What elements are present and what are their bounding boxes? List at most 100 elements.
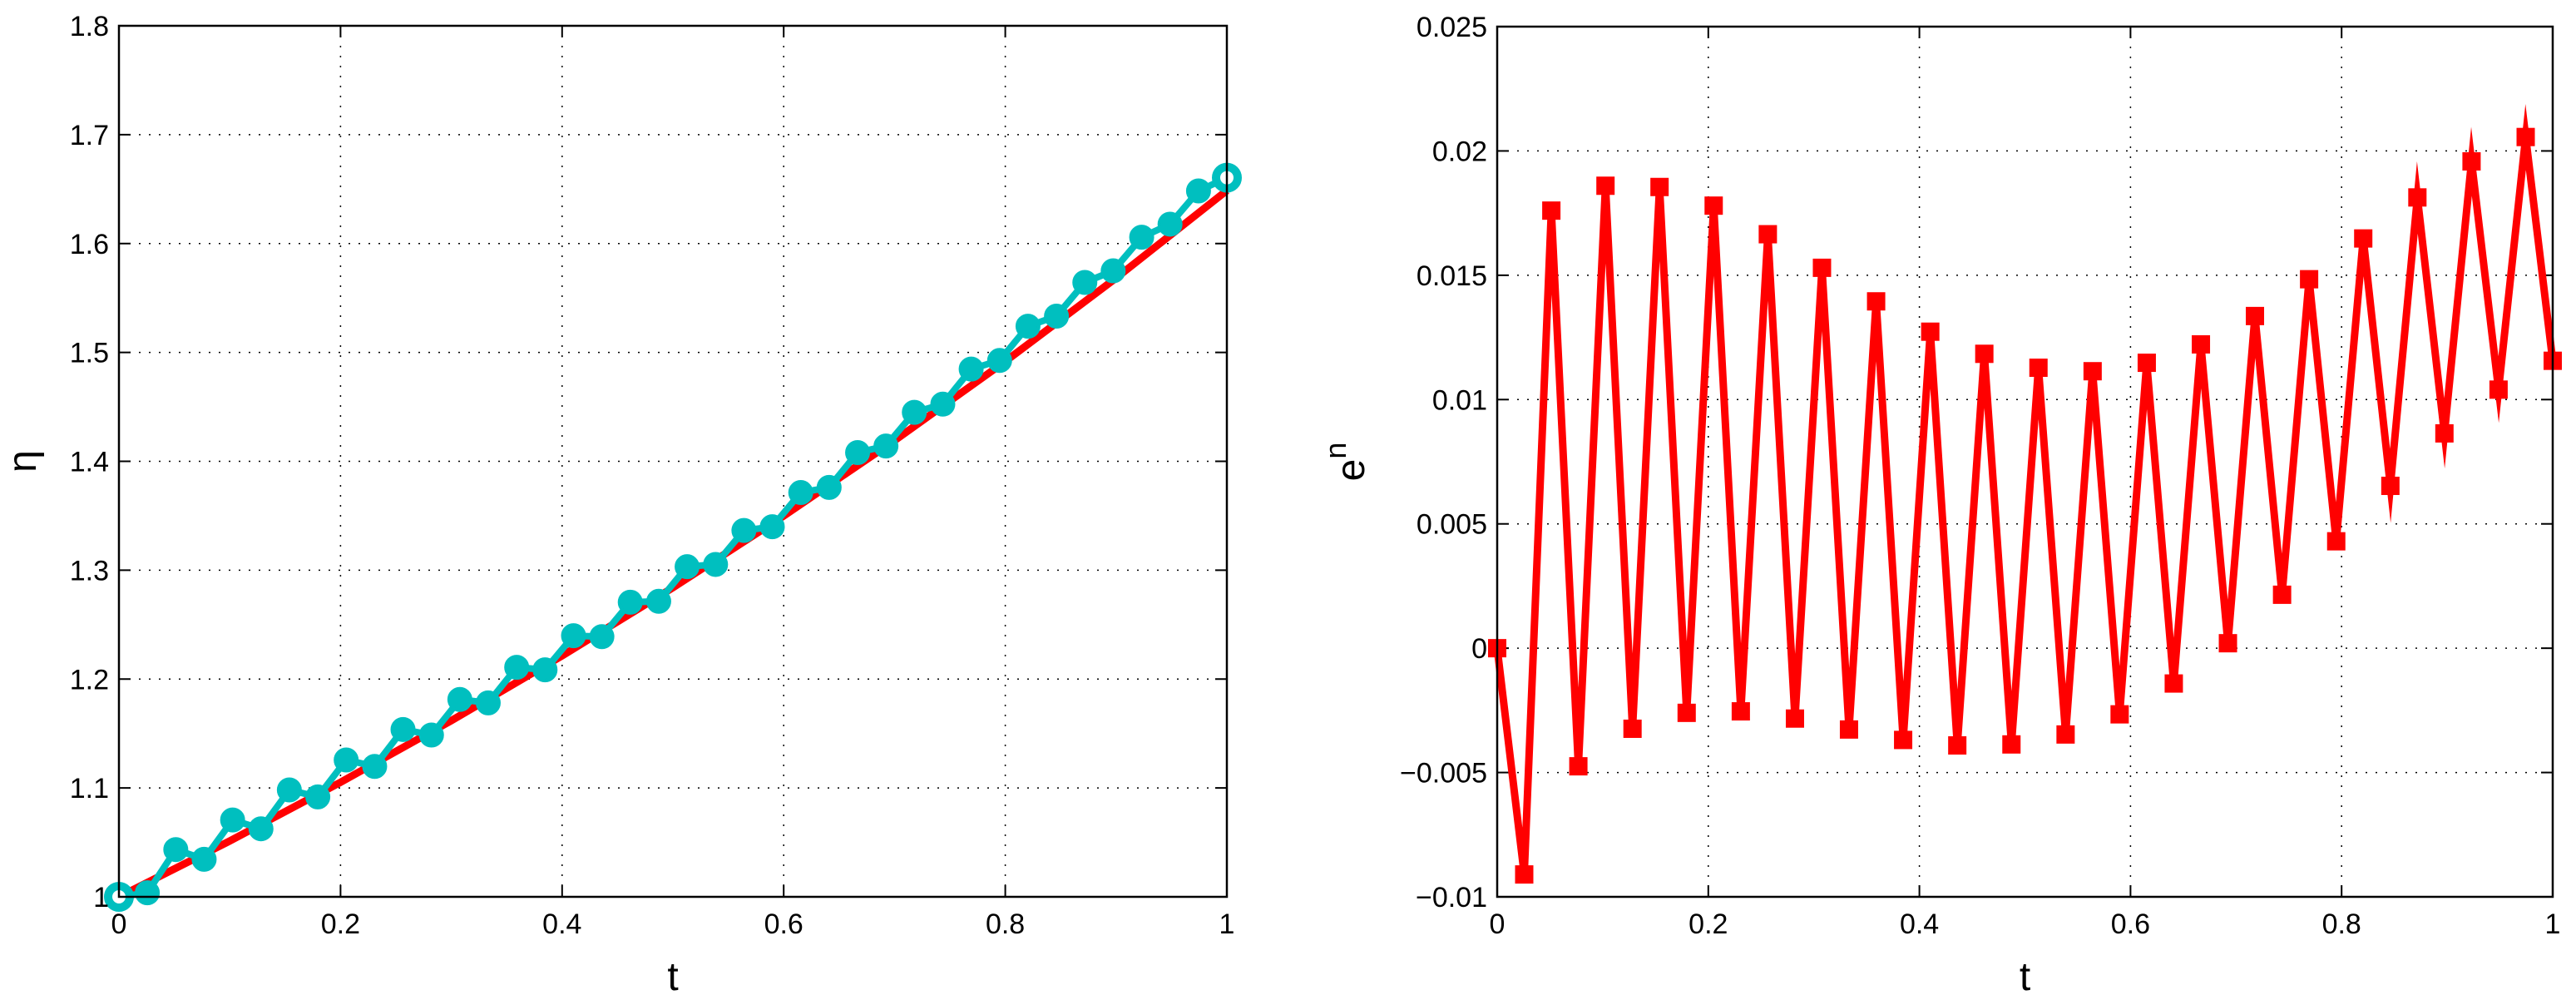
y-tick-label: 1.2 — [70, 664, 109, 696]
data-point-marker — [731, 517, 757, 543]
error-vs-t-chart: 0 0.2 0.4 0.6 0.8 1 −0.01 −0.005 0 0.005 0.01 0.015… — [1318, 12, 2562, 995]
data-point-marker — [1596, 176, 1615, 196]
series-line — [118, 174, 1229, 900]
data-point-marker — [191, 846, 217, 872]
data-point-marker — [276, 777, 302, 803]
y-tick-labels: 1 1.1 1.2 1.3 1.4 1.5 1.6 1.7 1.8 — [70, 11, 109, 913]
y-tick-label: 1.6 — [70, 229, 109, 260]
x-tick-label: 0.8 — [2322, 908, 2361, 940]
data-point-marker — [1515, 865, 1534, 884]
data-point-marker — [2272, 585, 2292, 604]
data-point-marker — [1677, 703, 1696, 722]
data-point-marker — [1157, 211, 1183, 237]
data-point-marker — [2300, 270, 2319, 289]
x-tick-label: 0.2 — [1688, 908, 1728, 940]
data-point-marker — [2002, 735, 2021, 754]
data-point-marker — [532, 657, 558, 683]
axes-frame — [117, 24, 1229, 898]
x-tick-label: 1 — [2545, 908, 2561, 940]
x-tick-label: 0.4 — [1900, 908, 1939, 940]
data-point-marker — [675, 554, 700, 580]
series-numerical — [104, 162, 1242, 912]
data-point-marker — [1758, 225, 1777, 244]
grid-lines — [1497, 27, 2553, 897]
data-point-marker — [589, 624, 615, 650]
data-point-marker — [362, 754, 388, 780]
y-tick-label: 0.01 — [1432, 384, 1487, 416]
data-point-marker — [1650, 177, 1669, 196]
data-point-marker — [475, 690, 501, 715]
data-point-marker — [1975, 344, 1994, 364]
data-point-marker — [845, 440, 871, 466]
data-point-marker — [1948, 735, 1967, 755]
y-tick-label: −0.005 — [1400, 758, 1487, 790]
data-point-marker — [986, 348, 1012, 374]
axes-frame — [1496, 25, 2554, 898]
y-tick-label: 1 — [93, 882, 109, 913]
data-point-marker — [504, 655, 530, 681]
data-point-marker — [1921, 322, 1940, 341]
y-axis-label-superscript: n — [1318, 443, 1352, 459]
data-point-marker — [2435, 423, 2454, 443]
data-point-marker — [1100, 258, 1126, 284]
data-point-marker — [2192, 334, 2211, 354]
data-point-marker — [2489, 380, 2508, 399]
data-point-marker — [1704, 196, 1723, 215]
y-tick-label: −0.01 — [1416, 882, 1487, 913]
y-tick-label: 0.02 — [1432, 136, 1487, 167]
data-point-marker — [1894, 730, 1913, 750]
x-tick-label: 0.6 — [764, 908, 803, 940]
y-tick-label: 1.1 — [70, 773, 109, 804]
data-point-marker — [1623, 719, 1642, 738]
data-point-marker — [1731, 702, 1750, 721]
data-point-marker — [135, 880, 161, 906]
data-point-marker — [2083, 362, 2102, 381]
data-point-marker — [1812, 258, 1832, 277]
data-point-marker — [2408, 188, 2427, 207]
data-point-marker — [1866, 292, 1886, 311]
data-point-marker — [2354, 229, 2373, 248]
data-point-marker — [2164, 674, 2183, 693]
y-tick-label: 1.5 — [70, 338, 109, 369]
data-point-marker — [645, 588, 671, 614]
x-tick-labels: 0 0.2 0.4 0.6 0.8 1 — [111, 908, 1235, 940]
y-axis-label: en — [1318, 443, 1373, 482]
y-tick-label: 0.025 — [1417, 12, 1487, 43]
data-point-marker — [1015, 314, 1041, 339]
data-point-marker — [788, 480, 813, 506]
x-axis-label: t — [667, 955, 678, 995]
data-point-marker — [561, 623, 586, 649]
data-point-marker — [1542, 201, 1561, 220]
x-tick-label: 0.4 — [542, 908, 581, 940]
series-error — [1488, 104, 2562, 884]
y-tick-label: 0.005 — [1417, 509, 1487, 541]
data-point-marker — [1185, 178, 1211, 204]
data-point-marker — [930, 391, 956, 417]
data-point-marker — [2516, 127, 2535, 146]
data-point-marker — [2056, 725, 2075, 744]
data-point-marker — [958, 356, 984, 382]
y-tick-labels: −0.01 −0.005 0 0.005 0.01 0.015 0.02 0.025 — [1400, 12, 1487, 913]
data-point-marker — [2029, 359, 2048, 378]
data-point-marker — [163, 837, 189, 863]
y-tick-label: 0 — [1471, 633, 1487, 665]
data-point-marker — [617, 589, 643, 615]
x-tick-labels: 0 0.2 0.4 0.6 0.8 1 — [1490, 908, 2561, 940]
data-point-marker — [418, 722, 444, 748]
y-tick-label: 1.4 — [70, 447, 109, 478]
data-point-marker — [248, 816, 274, 842]
y-tick-label: 1.3 — [70, 555, 109, 587]
data-point-marker — [390, 716, 416, 742]
data-point-marker — [334, 747, 359, 773]
x-tick-label: 0 — [111, 908, 127, 940]
data-point-marker — [1785, 709, 1804, 728]
data-point-marker — [2462, 151, 2481, 171]
data-point-marker — [2381, 476, 2400, 495]
data-point-marker — [816, 474, 842, 500]
x-tick-label: 1 — [1219, 908, 1235, 940]
data-point-marker — [2218, 634, 2237, 653]
eta-vs-t-chart: 0 0.2 0.4 0.6 0.8 1 1 1.1 1.2 1.3 1.4 1.5 1.6 1.7 1.8 t… — [1, 11, 1242, 995]
data-point-marker — [902, 399, 927, 425]
y-axis-label-base: e — [1329, 459, 1373, 482]
